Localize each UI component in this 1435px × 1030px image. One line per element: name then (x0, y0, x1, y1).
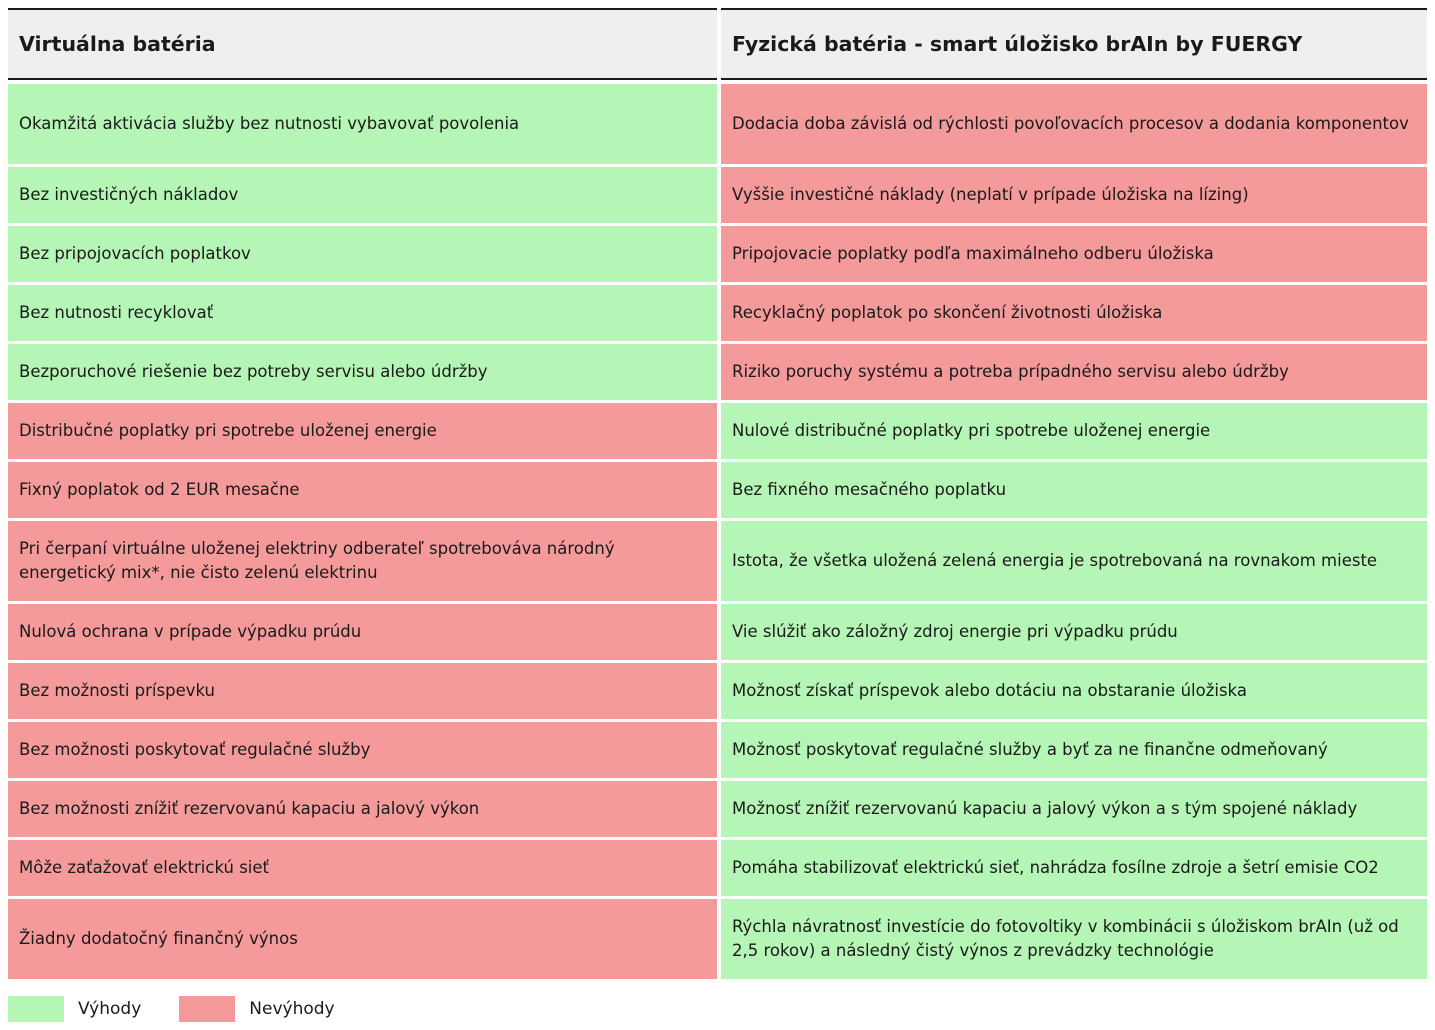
cell-virtual-2: Bez investičných nákladov (8, 167, 717, 223)
cell-virtual-14: Žiadny dodatočný finančný výnos (8, 899, 717, 979)
cell-physical-10: Možnosť získať príspevok alebo dotáciu n… (721, 663, 1427, 719)
legend-label-pro: Výhody (78, 999, 142, 1019)
cell-virtual-12: Bez možnosti znížiť rezervovanú kapaciu … (8, 781, 717, 837)
legend-label-con: Nevýhody (249, 999, 335, 1019)
cell-virtual-6: Distribučné poplatky pri spotrebe uložen… (8, 403, 717, 459)
table-row: Bezporuchové riešenie bez potreby servis… (8, 344, 1427, 400)
table-row: Bez možnosti znížiť rezervovanú kapaciu … (8, 781, 1427, 837)
cell-virtual-11: Bez možnosti poskytovať regulačné služby (8, 722, 717, 778)
table-header: Virtuálna batéria Fyzická batéria - smar… (8, 8, 1427, 80)
cell-physical-2: Vyššie investičné náklady (neplatí v prí… (721, 167, 1427, 223)
cell-virtual-1: Okamžitá aktivácia služby bez nutnosti v… (8, 84, 717, 164)
cell-virtual-13: Môže zaťažovať elektrickú sieť (8, 840, 717, 896)
cell-physical-13: Pomáha stabilizovať elektrickú sieť, nah… (721, 840, 1427, 896)
cell-physical-5: Riziko poruchy systému a potreba prípadn… (721, 344, 1427, 400)
cell-physical-11: Možnosť poskytovať regulačné služby a by… (721, 722, 1427, 778)
cell-virtual-9: Nulová ochrana v prípade výpadku prúdu (8, 604, 717, 660)
cell-physical-3: Pripojovacie poplatky podľa maximálneho … (721, 226, 1427, 282)
cell-physical-8: Istota, že všetka uložená zelená energia… (721, 521, 1427, 601)
table-row: Nulová ochrana v prípade výpadku prúdu Vi… (8, 604, 1427, 660)
header-virtual-battery: Virtuálna batéria (8, 8, 717, 80)
table-row: Bez investičných nákladov Vyššie investič… (8, 167, 1427, 223)
cell-physical-4: Recyklačný poplatok po skončení životnos… (721, 285, 1427, 341)
cell-virtual-3: Bez pripojovacích poplatkov (8, 226, 717, 282)
table-row: Pri čerpaní virtuálne uloženej elektriny… (8, 521, 1427, 601)
cell-virtual-7: Fixný poplatok od 2 EUR mesačne (8, 462, 717, 518)
cell-physical-12: Možnosť znížiť rezervovanú kapaciu a jal… (721, 781, 1427, 837)
legend: Výhody Nevýhody (8, 996, 373, 1022)
cell-physical-14: Rýchla návratnosť investície do fotovolt… (721, 899, 1427, 979)
table-row: Bez možnosti príspevku Možnosť získať prí… (8, 663, 1427, 719)
cell-virtual-4: Bez nutnosti recyklovať (8, 285, 717, 341)
table-row: Distribučné poplatky pri spotrebe uložen… (8, 403, 1427, 459)
table-row: Bez pripojovacích poplatkov Pripojovacie … (8, 226, 1427, 282)
table-row: Môže zaťažovať elektrickú sieť Pomáha sta… (8, 840, 1427, 896)
cell-virtual-5: Bezporuchové riešenie bez potreby servis… (8, 344, 717, 400)
table-row: Okamžitá aktivácia služby bez nutnosti v… (8, 84, 1427, 164)
cell-physical-1: Dodacia doba závislá od rýchlosti povoľo… (721, 84, 1427, 164)
cell-virtual-10: Bez možnosti príspevku (8, 663, 717, 719)
legend-swatch-con (179, 996, 236, 1022)
comparison-table: Virtuálna batéria Fyzická batéria - smar… (8, 8, 1427, 982)
cell-virtual-8: Pri čerpaní virtuálne uloženej elektriny… (8, 521, 717, 601)
table-row: Žiadny dodatočný finančný výnos Rýchla ná… (8, 899, 1427, 979)
table-row: Bez možnosti poskytovať regulačné služby… (8, 722, 1427, 778)
cell-physical-6: Nulové distribučné poplatky pri spotrebe… (721, 403, 1427, 459)
table-body: Okamžitá aktivácia služby bez nutnosti v… (8, 84, 1427, 979)
cell-physical-9: Vie slúžiť ako záložný zdroj energie pri… (721, 604, 1427, 660)
table-row: Bez nutnosti recyklovať Recyklačný poplat… (8, 285, 1427, 341)
cell-physical-7: Bez fixného mesačného poplatku (721, 462, 1427, 518)
legend-swatch-pro (8, 996, 64, 1022)
header-physical-battery: Fyzická batéria - smart úložisko brAIn b… (721, 8, 1427, 80)
table-row: Fixný poplatok od 2 EUR mesačne Bez fixné… (8, 462, 1427, 518)
